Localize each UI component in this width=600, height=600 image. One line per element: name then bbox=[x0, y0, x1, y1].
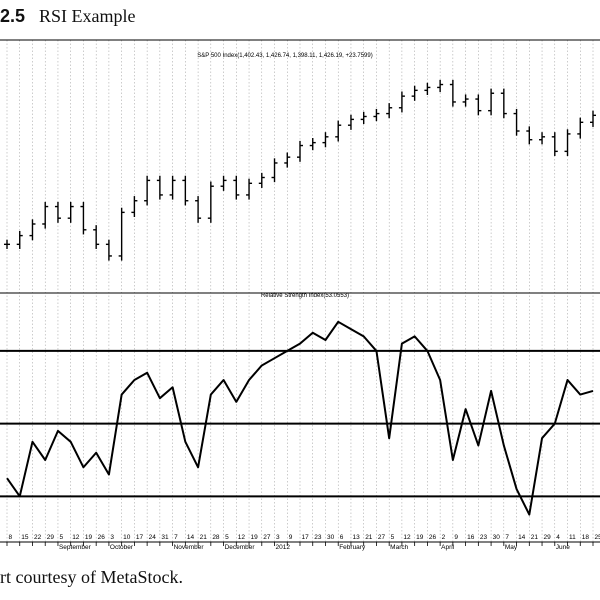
x-tick-label: 12 bbox=[403, 534, 411, 541]
x-tick-label: 21 bbox=[365, 534, 373, 541]
x-tick-label: 31 bbox=[161, 534, 169, 541]
x-tick-label: 4 bbox=[556, 534, 560, 541]
x-tick-label: 5 bbox=[59, 534, 63, 541]
x-tick-label: 29 bbox=[47, 534, 55, 541]
vertical-gridlines bbox=[6, 40, 594, 542]
x-tick-label: 26 bbox=[429, 534, 437, 541]
x-tick-label: 12 bbox=[72, 534, 80, 541]
x-tick-label: 9 bbox=[454, 534, 458, 541]
x-tick-label: 19 bbox=[251, 534, 259, 541]
x-tick-label: 22 bbox=[34, 534, 42, 541]
x-tick-label: 10 bbox=[123, 534, 131, 541]
x-tick-label: 18 bbox=[582, 534, 590, 541]
x-month-label: November bbox=[174, 544, 205, 551]
x-tick-label: 16 bbox=[467, 534, 475, 541]
x-tick-label: 27 bbox=[263, 534, 271, 541]
x-tick-label: 26 bbox=[98, 534, 106, 541]
x-tick-label: 2 bbox=[442, 534, 446, 541]
figure-label: 2.5 RSI Example bbox=[0, 6, 136, 27]
x-month-label: March bbox=[390, 544, 408, 551]
x-tick-label: 25 bbox=[595, 534, 600, 541]
price-panel-title: S&P 500 Index(1,402.43, 1,426.74, 1,398.… bbox=[197, 53, 372, 59]
x-tick-label: 15 bbox=[21, 534, 29, 541]
x-tick-label: 11 bbox=[569, 534, 576, 541]
figure-number: 2.5 bbox=[0, 6, 26, 26]
price-series bbox=[4, 79, 596, 261]
x-tick-label: 30 bbox=[327, 534, 335, 541]
x-tick-label: 7 bbox=[505, 534, 509, 541]
x-month-label: April bbox=[441, 544, 455, 551]
x-tick-label: 13 bbox=[352, 534, 360, 541]
x-month-label: September bbox=[59, 544, 92, 551]
x-tick-label: 19 bbox=[416, 534, 424, 541]
x-tick-label: 21 bbox=[531, 534, 539, 541]
x-tick-label: 6 bbox=[340, 534, 344, 541]
x-tick-label: 14 bbox=[187, 534, 195, 541]
rsi-reference-lines bbox=[0, 349, 600, 498]
figure-title: RSI Example bbox=[39, 6, 136, 26]
x-tick-label: 24 bbox=[149, 534, 157, 541]
x-month-label: 2012 bbox=[276, 544, 291, 551]
x-tick-label: 17 bbox=[302, 534, 310, 541]
x-tick-label: 19 bbox=[85, 534, 93, 541]
figure-caption: rt courtesy of MetaStock. bbox=[0, 567, 183, 587]
x-tick-label: 14 bbox=[518, 534, 526, 541]
x-tick-label: 8 bbox=[9, 534, 13, 541]
rsi-series-line bbox=[6, 320, 594, 516]
x-month-label: May bbox=[505, 544, 518, 551]
x-tick-label: 3 bbox=[110, 534, 114, 541]
x-tick-label: 28 bbox=[212, 534, 220, 541]
x-tick-label: 5 bbox=[225, 534, 229, 541]
x-tick-label: 5 bbox=[391, 534, 395, 541]
x-month-label: December bbox=[225, 544, 256, 551]
x-tick-label: 12 bbox=[238, 534, 246, 541]
x-tick-label: 3 bbox=[276, 534, 280, 541]
x-axis: 8 15 22 29 5 12 19 26 3 10 17 24 31 7 14 21 28 5 12 19 27 3 9 1… bbox=[6, 534, 600, 551]
x-month-label: October bbox=[110, 544, 134, 551]
x-tick-label: 9 bbox=[289, 534, 293, 541]
x-tick-label: 23 bbox=[314, 534, 322, 541]
x-tick-label: 23 bbox=[480, 534, 488, 541]
x-month-label: June bbox=[556, 544, 570, 551]
x-tick-label: 30 bbox=[493, 534, 501, 541]
x-month-label: February bbox=[339, 544, 366, 551]
x-tick-label: 17 bbox=[136, 534, 144, 541]
x-tick-label: 27 bbox=[378, 534, 386, 541]
x-tick-label: 21 bbox=[200, 534, 208, 541]
x-tick-label: 7 bbox=[174, 534, 178, 541]
rsi-panel-title: Relative Strength Index(53.0553) bbox=[261, 293, 349, 299]
x-tick-label: 29 bbox=[544, 534, 552, 541]
